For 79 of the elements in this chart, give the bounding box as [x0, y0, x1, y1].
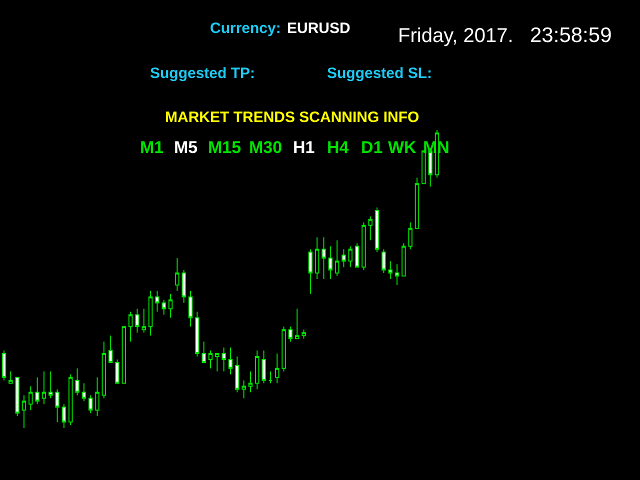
candlestick [362, 222, 366, 271]
candlestick [414, 177, 420, 229]
candlestick [288, 326, 293, 342]
candlestick [235, 356, 240, 393]
candlestick [368, 216, 373, 241]
annotation: M1 [140, 138, 164, 157]
candlestick [202, 341, 206, 363]
candlestick [82, 382, 86, 402]
candlestick [75, 368, 80, 396]
candlestick [334, 240, 340, 277]
candlestick [302, 329, 306, 340]
text: 23:58:59 [530, 24, 612, 47]
annotation: H4 [327, 138, 350, 157]
candlestick [195, 311, 200, 357]
candlestick [28, 386, 33, 411]
text: Currency: [210, 20, 281, 37]
candlestick [88, 394, 93, 414]
candlestick [374, 206, 380, 253]
candlestick [15, 376, 20, 417]
candlestick [22, 394, 26, 428]
candlestick [142, 308, 146, 334]
candlestick [322, 236, 326, 280]
candlestick [388, 260, 392, 280]
candlestick [348, 246, 353, 268]
annotation: M30 [249, 138, 282, 157]
candlestick [182, 270, 186, 304]
candlestick [68, 374, 73, 426]
candlestick [394, 264, 400, 286]
candlestick [308, 248, 313, 294]
text: Suggested TP: [150, 65, 256, 82]
candlestick [48, 370, 53, 399]
annotation: H1 [293, 138, 315, 157]
text: Suggested SL: [327, 65, 432, 82]
candlestick [268, 370, 273, 384]
candlestick [408, 222, 412, 250]
candlestick [262, 350, 266, 384]
annotation: M5 [174, 138, 198, 157]
candlestick [354, 242, 360, 268]
candlestick [35, 376, 40, 405]
candlestick [228, 347, 233, 375]
candlestick [2, 350, 6, 381]
candlestick [175, 258, 180, 292]
candlestick [402, 242, 406, 277]
candlestick [168, 293, 173, 318]
candlestick [328, 246, 333, 280]
candlestick [282, 326, 286, 372]
candlestick [8, 370, 13, 384]
candlestick [422, 150, 426, 184]
candlestick [294, 308, 300, 340]
candlestick [188, 290, 193, 328]
candlestick [148, 290, 153, 336]
candlestick [128, 311, 133, 342]
candlestick [135, 308, 140, 334]
candlestick [95, 376, 100, 417]
candlestick [55, 388, 60, 423]
annotation: M15 [208, 138, 242, 157]
candlestick [62, 404, 66, 428]
candlestick [274, 353, 280, 384]
candlestick [342, 248, 346, 268]
candlestick [242, 380, 246, 399]
candlestick [122, 326, 126, 384]
candlestick [382, 248, 386, 274]
candlestick [115, 358, 120, 384]
annotation: D1 [361, 138, 383, 157]
candlestick [42, 370, 46, 405]
candlestick [208, 350, 213, 369]
candlestick [102, 341, 106, 399]
candlestick [222, 347, 226, 372]
candlestick [108, 335, 113, 363]
candlestick [215, 353, 220, 372]
candlestick [155, 290, 160, 312]
candlestick [255, 350, 260, 390]
annotation: WK [388, 138, 418, 157]
candlestick [248, 370, 253, 393]
candlestick [314, 236, 320, 280]
text: EURUSD [287, 20, 351, 37]
text: MARKET TRENDS SCANNING INFO [165, 109, 420, 126]
text: Friday, 2017. [398, 25, 514, 47]
candlestick [162, 299, 166, 316]
